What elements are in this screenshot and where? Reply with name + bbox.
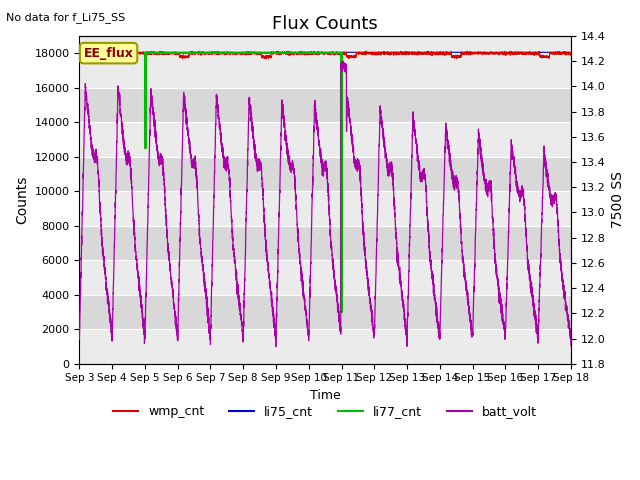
Bar — [79, 156, 571, 191]
Y-axis label: 7500 SS: 7500 SS — [611, 171, 625, 228]
Y-axis label: Counts: Counts — [15, 176, 29, 224]
Bar — [79, 295, 571, 329]
Legend: wmp_cnt, li75_cnt, li77_cnt, batt_volt: wmp_cnt, li75_cnt, li77_cnt, batt_volt — [108, 400, 542, 423]
Text: No data for f_Li75_SS: No data for f_Li75_SS — [6, 12, 125, 23]
Text: EE_flux: EE_flux — [84, 47, 134, 60]
Title: Flux Counts: Flux Counts — [272, 15, 378, 33]
X-axis label: Time: Time — [310, 389, 340, 402]
Bar — [79, 88, 571, 122]
Bar — [79, 226, 571, 260]
